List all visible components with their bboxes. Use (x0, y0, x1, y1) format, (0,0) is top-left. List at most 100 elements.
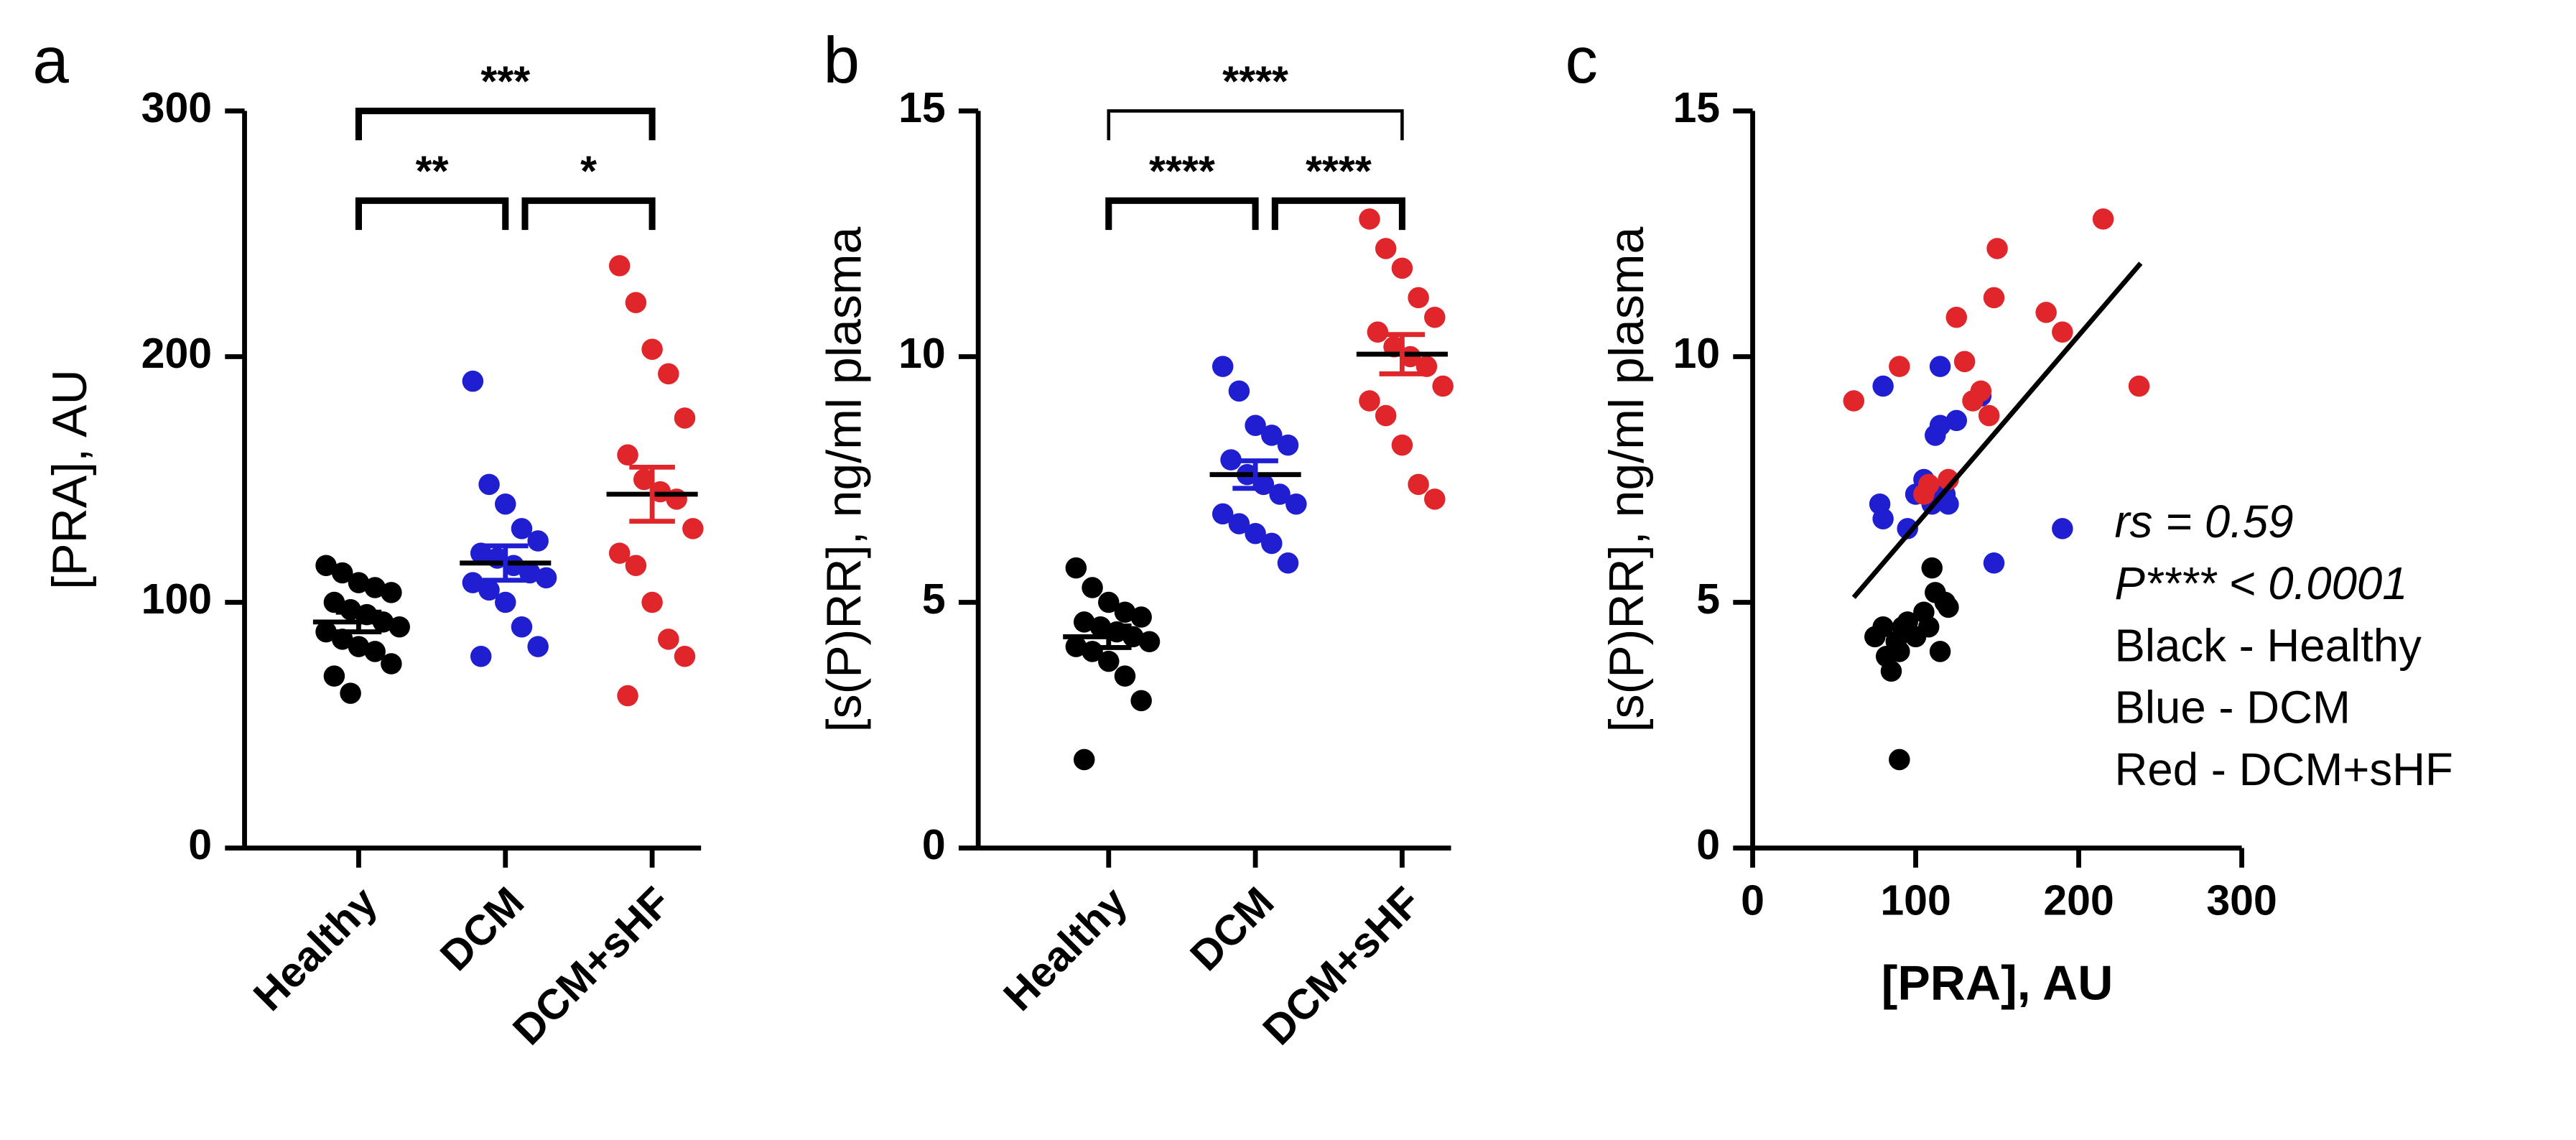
annotation: rs = 0.59 (2115, 496, 2294, 547)
data-point (1872, 375, 1894, 397)
data-point (1929, 414, 1951, 437)
data-point (617, 685, 638, 707)
data-point (674, 646, 696, 667)
y-axis-label: [s(P)RR], ng/ml plasma (817, 226, 872, 732)
data-point (1921, 557, 1943, 579)
data-point (608, 542, 631, 564)
data-point (1843, 390, 1865, 412)
panel-label: a (32, 24, 69, 97)
sem-bar (1085, 623, 1132, 650)
data-point (331, 562, 353, 584)
x-tick-label: DCM (1181, 878, 1283, 980)
significance-label: *** (480, 58, 530, 106)
data-point (315, 621, 337, 643)
data-point (674, 407, 696, 429)
annotation: Blue - DCM (2115, 682, 2351, 733)
data-point (478, 473, 500, 496)
y-tick-label: 10 (898, 330, 946, 377)
data-point (348, 636, 370, 657)
data-point (658, 629, 679, 650)
y-tick-label: 5 (1696, 575, 1720, 623)
y-tick-label: 10 (1673, 330, 1720, 377)
data-point (641, 338, 663, 360)
data-point (1424, 306, 1446, 328)
data-point (666, 488, 687, 510)
data-point (462, 572, 484, 593)
data-point (2035, 302, 2057, 323)
sem-bar (629, 464, 675, 524)
data-point (658, 363, 679, 385)
y-tick-label: 200 (141, 330, 212, 377)
data-point (2128, 375, 2150, 397)
data-point (1953, 351, 1976, 373)
data-point (1929, 641, 1951, 662)
data-point (1864, 626, 1886, 648)
significance-bracket (1107, 109, 1404, 141)
data-point (1986, 238, 2008, 259)
sem-bar (482, 543, 529, 583)
data-point (1897, 518, 1918, 539)
x-tick-label: Healthy (995, 878, 1137, 1020)
data-point (1138, 631, 1161, 653)
significance-bracket (521, 197, 656, 231)
data-point (1983, 287, 2005, 309)
data-point (1082, 577, 1103, 598)
significance-label: ** (416, 148, 449, 195)
data-point (1889, 749, 1910, 771)
data-point (1228, 513, 1250, 534)
data-point (1228, 380, 1250, 402)
data-point (1432, 375, 1454, 397)
significance-bracket (1271, 197, 1405, 231)
data-point (682, 518, 704, 539)
data-point (1400, 346, 1421, 368)
y-tick-label: 300 (141, 84, 212, 131)
data-point (1408, 287, 1429, 309)
x-tick-label: 300 (2206, 876, 2277, 924)
data-point (1130, 690, 1152, 712)
data-point (1212, 503, 1234, 525)
data-point (625, 292, 647, 313)
y-tick-label: 0 (1696, 821, 1720, 868)
x-tick-label: 200 (2043, 876, 2114, 924)
data-point (381, 653, 402, 675)
data-point (389, 616, 410, 638)
data-point (1261, 425, 1283, 446)
data-point (1073, 749, 1095, 771)
data-point (1359, 390, 1380, 412)
data-point (511, 518, 533, 539)
data-point (1391, 434, 1413, 456)
y-tick-label: 15 (1673, 84, 1720, 131)
data-point (1261, 532, 1283, 555)
data-point (1114, 601, 1136, 623)
annotation: Black - Healthy (2115, 620, 2422, 671)
data-point (1367, 321, 1389, 343)
x-tick-label: 0 (1741, 876, 1764, 924)
significance-bracket (355, 197, 509, 231)
x-tick-label: 100 (1880, 876, 1950, 924)
data-point (1983, 552, 2005, 574)
y-tick-label: 0 (922, 821, 946, 868)
data-point (1391, 257, 1413, 279)
data-point (1945, 409, 1968, 432)
data-point (323, 591, 345, 613)
data-point (2052, 518, 2073, 539)
data-point (1359, 208, 1380, 230)
data-point (315, 555, 337, 576)
data-point (625, 555, 647, 576)
data-point (340, 682, 361, 704)
data-point (527, 530, 549, 552)
data-point (1220, 449, 1242, 471)
data-point (1375, 238, 1397, 259)
x-axis-label: [PRA], AU (1882, 956, 2114, 1011)
data-point (1917, 473, 1940, 496)
data-point (1424, 488, 1446, 510)
data-point (1098, 650, 1120, 672)
data-point (527, 636, 549, 657)
y-axis-label: [PRA], AU (42, 369, 97, 590)
data-point (1130, 606, 1152, 628)
annotation: Red - DCM+sHF (2115, 744, 2453, 795)
y-tick-label: 100 (141, 575, 212, 623)
data-point (1917, 616, 1940, 638)
